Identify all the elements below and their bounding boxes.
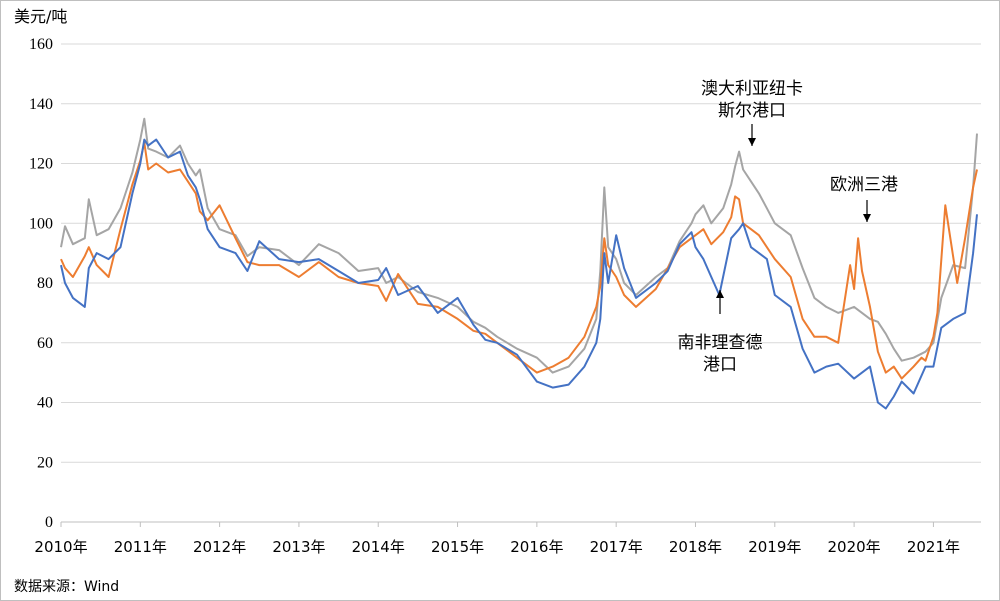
x-tick-label: 2018年	[669, 538, 722, 556]
x-tick-label: 2020年	[828, 538, 881, 556]
annotation-arrowhead	[863, 214, 871, 222]
x-tick-label: 2012年	[193, 538, 246, 556]
y-tick-label: 80	[37, 275, 53, 292]
x-tick-label: 2010年	[34, 538, 87, 556]
y-tick-label: 140	[29, 96, 53, 113]
annotation: 欧洲三港	[830, 175, 898, 222]
x-tick-label: 2014年	[352, 538, 405, 556]
x-tick-label: 2019年	[748, 538, 801, 556]
series-line-europe	[60, 141, 978, 380]
annotation-text: 港口	[703, 355, 737, 375]
x-tick-labels: 2010年 2011年 2012年 2013年 2014年 2015年 2016年 2017年…	[34, 522, 960, 556]
y-axis-label: 美元/吨	[14, 7, 67, 26]
y-tick-label: 0	[45, 514, 53, 531]
x-tick-label: 2021年	[907, 538, 960, 556]
source-note: 数据来源：Wind	[14, 579, 119, 595]
series-line-newcastle	[60, 117, 978, 374]
annotation-arrowhead	[748, 138, 756, 146]
y-tick-label: 40	[37, 395, 53, 412]
y-tick-label: 60	[37, 335, 53, 352]
x-tick-label: 2016年	[510, 538, 563, 556]
annotation-arrowhead	[716, 290, 724, 298]
series-lines	[60, 117, 978, 410]
y-tick-label: 160	[29, 36, 53, 53]
annotation-text: 斯尔港口	[718, 101, 786, 121]
x-tick-label: 2017年	[590, 538, 643, 556]
x-tick-label: 2013年	[272, 538, 325, 556]
grid-lines	[61, 43, 981, 523]
x-tick-label: 2015年	[431, 538, 484, 556]
series-line-richards_bay	[60, 138, 978, 410]
x-tick-label: 2011年	[114, 538, 167, 556]
annotation-text: 澳大利亚纽卡	[701, 79, 803, 99]
annotation-text: 欧洲三港	[830, 175, 898, 195]
y-tick-label: 20	[37, 454, 53, 471]
y-tick-labels: 0 20 40 60 80 100 120 140 160	[29, 36, 53, 531]
y-tick-label: 120	[29, 156, 53, 173]
y-tick-label: 100	[29, 215, 53, 232]
annotation-text: 南非理查德	[678, 333, 763, 353]
